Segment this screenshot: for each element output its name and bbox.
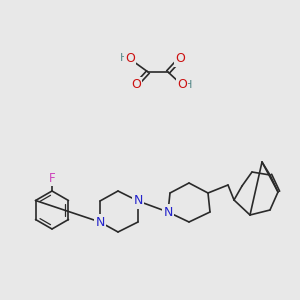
- Text: N: N: [133, 194, 143, 208]
- Text: O: O: [131, 79, 141, 92]
- Text: O: O: [125, 52, 135, 65]
- Text: N: N: [95, 215, 105, 229]
- Text: H: H: [184, 80, 192, 90]
- Text: O: O: [175, 52, 185, 65]
- Text: F: F: [49, 172, 55, 184]
- Text: N: N: [163, 206, 173, 218]
- Text: H: H: [120, 53, 128, 63]
- Text: O: O: [177, 79, 187, 92]
